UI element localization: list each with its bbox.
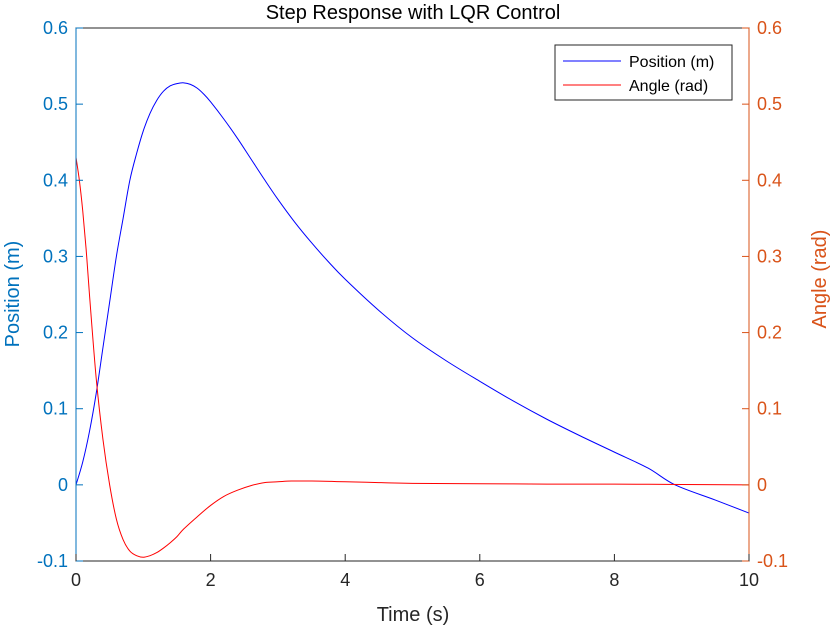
left-y-tick-label: 0.6 <box>43 18 68 38</box>
position-line <box>75 82 750 514</box>
left-y-tick-label: 0 <box>58 475 68 495</box>
x-tick-label: 6 <box>475 570 485 590</box>
left-y-tick-label: -0.1 <box>37 551 68 571</box>
right-y-tick-label: 0.2 <box>757 323 782 343</box>
right-y-tick-label: 0.4 <box>757 170 782 190</box>
x-axis: 0 2 4 6 8 10 <box>71 554 759 590</box>
x-tick-label: 8 <box>609 570 619 590</box>
x-axis-label: Time (s) <box>377 604 450 626</box>
left-y-axis-label: Position (m) <box>2 241 24 348</box>
plot-area <box>75 82 750 558</box>
left-y-tick-label: 0.1 <box>43 399 68 419</box>
right-y-tick-label: 0.5 <box>757 94 782 114</box>
left-y-tick-label: 0.3 <box>43 246 68 266</box>
right-y-tick-label: -0.1 <box>757 551 788 571</box>
legend-box <box>554 44 733 101</box>
left-y-tick-label: 0.4 <box>43 170 68 190</box>
right-y-tick-label: 0.1 <box>757 399 782 419</box>
legend-angle-label: Angle (rad) <box>629 78 708 95</box>
x-tick-label: 10 <box>739 570 759 590</box>
x-tick-label: 4 <box>340 570 350 590</box>
angle-line <box>75 157 750 558</box>
right-y-axis-label: Angle (rad) <box>809 230 831 329</box>
x-tick-label: 2 <box>206 570 216 590</box>
right-y-axis: -0.1 0 0.1 0.2 0.3 0.4 0.5 0.6 <box>742 18 788 571</box>
plot-frame <box>75 27 750 562</box>
right-y-tick-label: 0.3 <box>757 246 782 266</box>
left-y-axis: -0.1 0 0.1 0.2 0.3 0.4 0.5 0.6 <box>37 18 83 571</box>
left-y-tick-label: 0.2 <box>43 323 68 343</box>
legend-position-label: Position (m) <box>629 54 714 71</box>
right-y-tick-label: 0 <box>757 475 767 495</box>
left-y-tick-label: 0.5 <box>43 94 68 114</box>
x-tick-label: 0 <box>71 570 81 590</box>
chart-title: Step Response with LQR Control <box>266 2 561 24</box>
legend: Position (m) Angle (rad) <box>554 44 733 101</box>
right-y-tick-label: 0.6 <box>757 18 782 38</box>
